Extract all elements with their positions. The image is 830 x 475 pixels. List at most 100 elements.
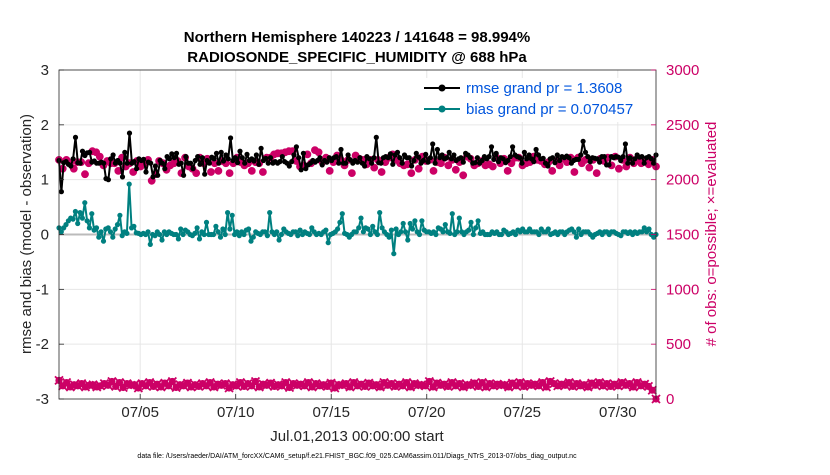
bias-point — [157, 231, 163, 238]
y2-axis-label: # of obs: o=possible; ×=evaluated — [703, 122, 720, 347]
rmse-point — [446, 149, 452, 155]
rmse-point — [390, 161, 396, 167]
bias-point — [201, 231, 207, 238]
bias-point — [72, 208, 78, 215]
bias-point — [196, 236, 203, 242]
rmse-point — [291, 152, 297, 158]
legend-rmse-label: rmse grand pr = 1.3608 — [466, 80, 622, 97]
rmse-point — [181, 172, 187, 178]
bias-point — [246, 226, 252, 232]
bias-point — [89, 211, 95, 217]
bias-point — [100, 238, 107, 244]
rmse-point — [432, 160, 438, 166]
bias-point — [337, 219, 343, 225]
bias-point — [117, 212, 123, 218]
bias-point — [391, 251, 397, 257]
rmse-point — [173, 150, 180, 156]
rmse-point — [491, 156, 497, 162]
rmse-point — [237, 148, 243, 154]
rmse-point — [420, 157, 426, 164]
chart-marks — [54, 130, 661, 404]
bias-point — [107, 229, 114, 235]
bias-point — [192, 230, 198, 236]
rmse-point — [625, 160, 631, 166]
bias-point — [119, 233, 125, 239]
bias-point — [379, 225, 385, 231]
x-tick-label: 07/15 — [312, 404, 350, 421]
axis-ticks: 07/05 07/10 07/15 07/20 07/25 07/30 -3 -2 -1 0 1 2 3… — [36, 62, 700, 421]
bias-point — [70, 216, 76, 222]
obs-possible-point — [459, 171, 468, 180]
bias-point — [400, 220, 406, 227]
rmse-point — [131, 159, 137, 165]
bias-point — [297, 227, 303, 233]
rmse-point — [618, 157, 624, 164]
bias-point — [175, 236, 181, 242]
rmse-point — [578, 152, 584, 158]
obs-possible-point — [370, 163, 379, 172]
rmse-point — [566, 155, 572, 161]
rmse-point — [519, 160, 525, 166]
rmse-point — [531, 159, 537, 165]
obs-possible-point — [570, 168, 579, 176]
y-tick-label: -1 — [36, 281, 49, 298]
rmse-point — [242, 160, 248, 166]
rmse-point — [296, 155, 302, 161]
x-axis-label: Jul.01,2013 00:00:00 start — [270, 428, 444, 445]
rmse-point — [77, 160, 83, 166]
rmse-point — [540, 155, 546, 161]
rmse-point — [199, 155, 205, 161]
rmse-point — [143, 169, 149, 175]
legend: rmse grand pr = 1.3608 bias grand pr = 0… — [418, 78, 650, 122]
rmse-point — [171, 155, 177, 161]
y-tick-label: -3 — [36, 391, 49, 408]
bias-point — [365, 226, 371, 232]
rmse-point — [371, 155, 377, 161]
rmse-point — [188, 160, 194, 166]
rmse-point — [394, 149, 401, 155]
rmse-point — [298, 167, 304, 173]
rmse-point — [545, 163, 551, 169]
rmse-point — [235, 160, 241, 166]
obs-possible-point — [592, 169, 601, 178]
rmse-point — [87, 149, 93, 155]
rmse-point — [509, 144, 516, 150]
rmse-point — [216, 160, 222, 166]
rmse-point — [430, 141, 436, 147]
rmse-point — [460, 159, 466, 165]
rmse-point — [152, 163, 158, 169]
bias-point — [229, 212, 235, 218]
obs-evaluated-series — [54, 375, 661, 404]
rmse-point — [467, 155, 473, 161]
rmse-point — [345, 152, 351, 158]
rmse-point — [639, 154, 645, 160]
bias-point — [110, 234, 116, 240]
rmse-point — [373, 134, 379, 140]
rmse-point — [277, 159, 283, 165]
rmse-point — [279, 154, 285, 160]
bias-point — [173, 231, 179, 238]
rmse-point — [239, 155, 245, 161]
bias-point — [124, 230, 130, 236]
obs-possible-point — [451, 165, 460, 174]
bias-point — [356, 225, 362, 231]
rmse-point — [622, 141, 629, 147]
rmse-point — [479, 157, 485, 164]
obs-possible-point — [225, 169, 234, 178]
y2-tick-label: 500 — [666, 336, 691, 353]
rmse-point — [434, 146, 440, 153]
obs-evaluated-point — [250, 376, 261, 387]
chart-title-line-2: RADIOSONDE_SPECIFIC_HUMIDITY @ 688 hPa — [187, 49, 527, 66]
bias-point — [63, 222, 69, 228]
bias-point — [440, 229, 446, 235]
obs-evaluated-point-cross — [647, 385, 657, 395]
rmse-point — [399, 160, 405, 166]
bias-point — [353, 229, 359, 235]
rmse-point — [300, 150, 306, 156]
rmse-point — [110, 152, 116, 158]
y-tick-label: 3 — [41, 62, 49, 79]
obs-possible-point — [585, 163, 594, 172]
bias-point — [454, 229, 460, 235]
obs-evaluated-point — [424, 376, 434, 387]
